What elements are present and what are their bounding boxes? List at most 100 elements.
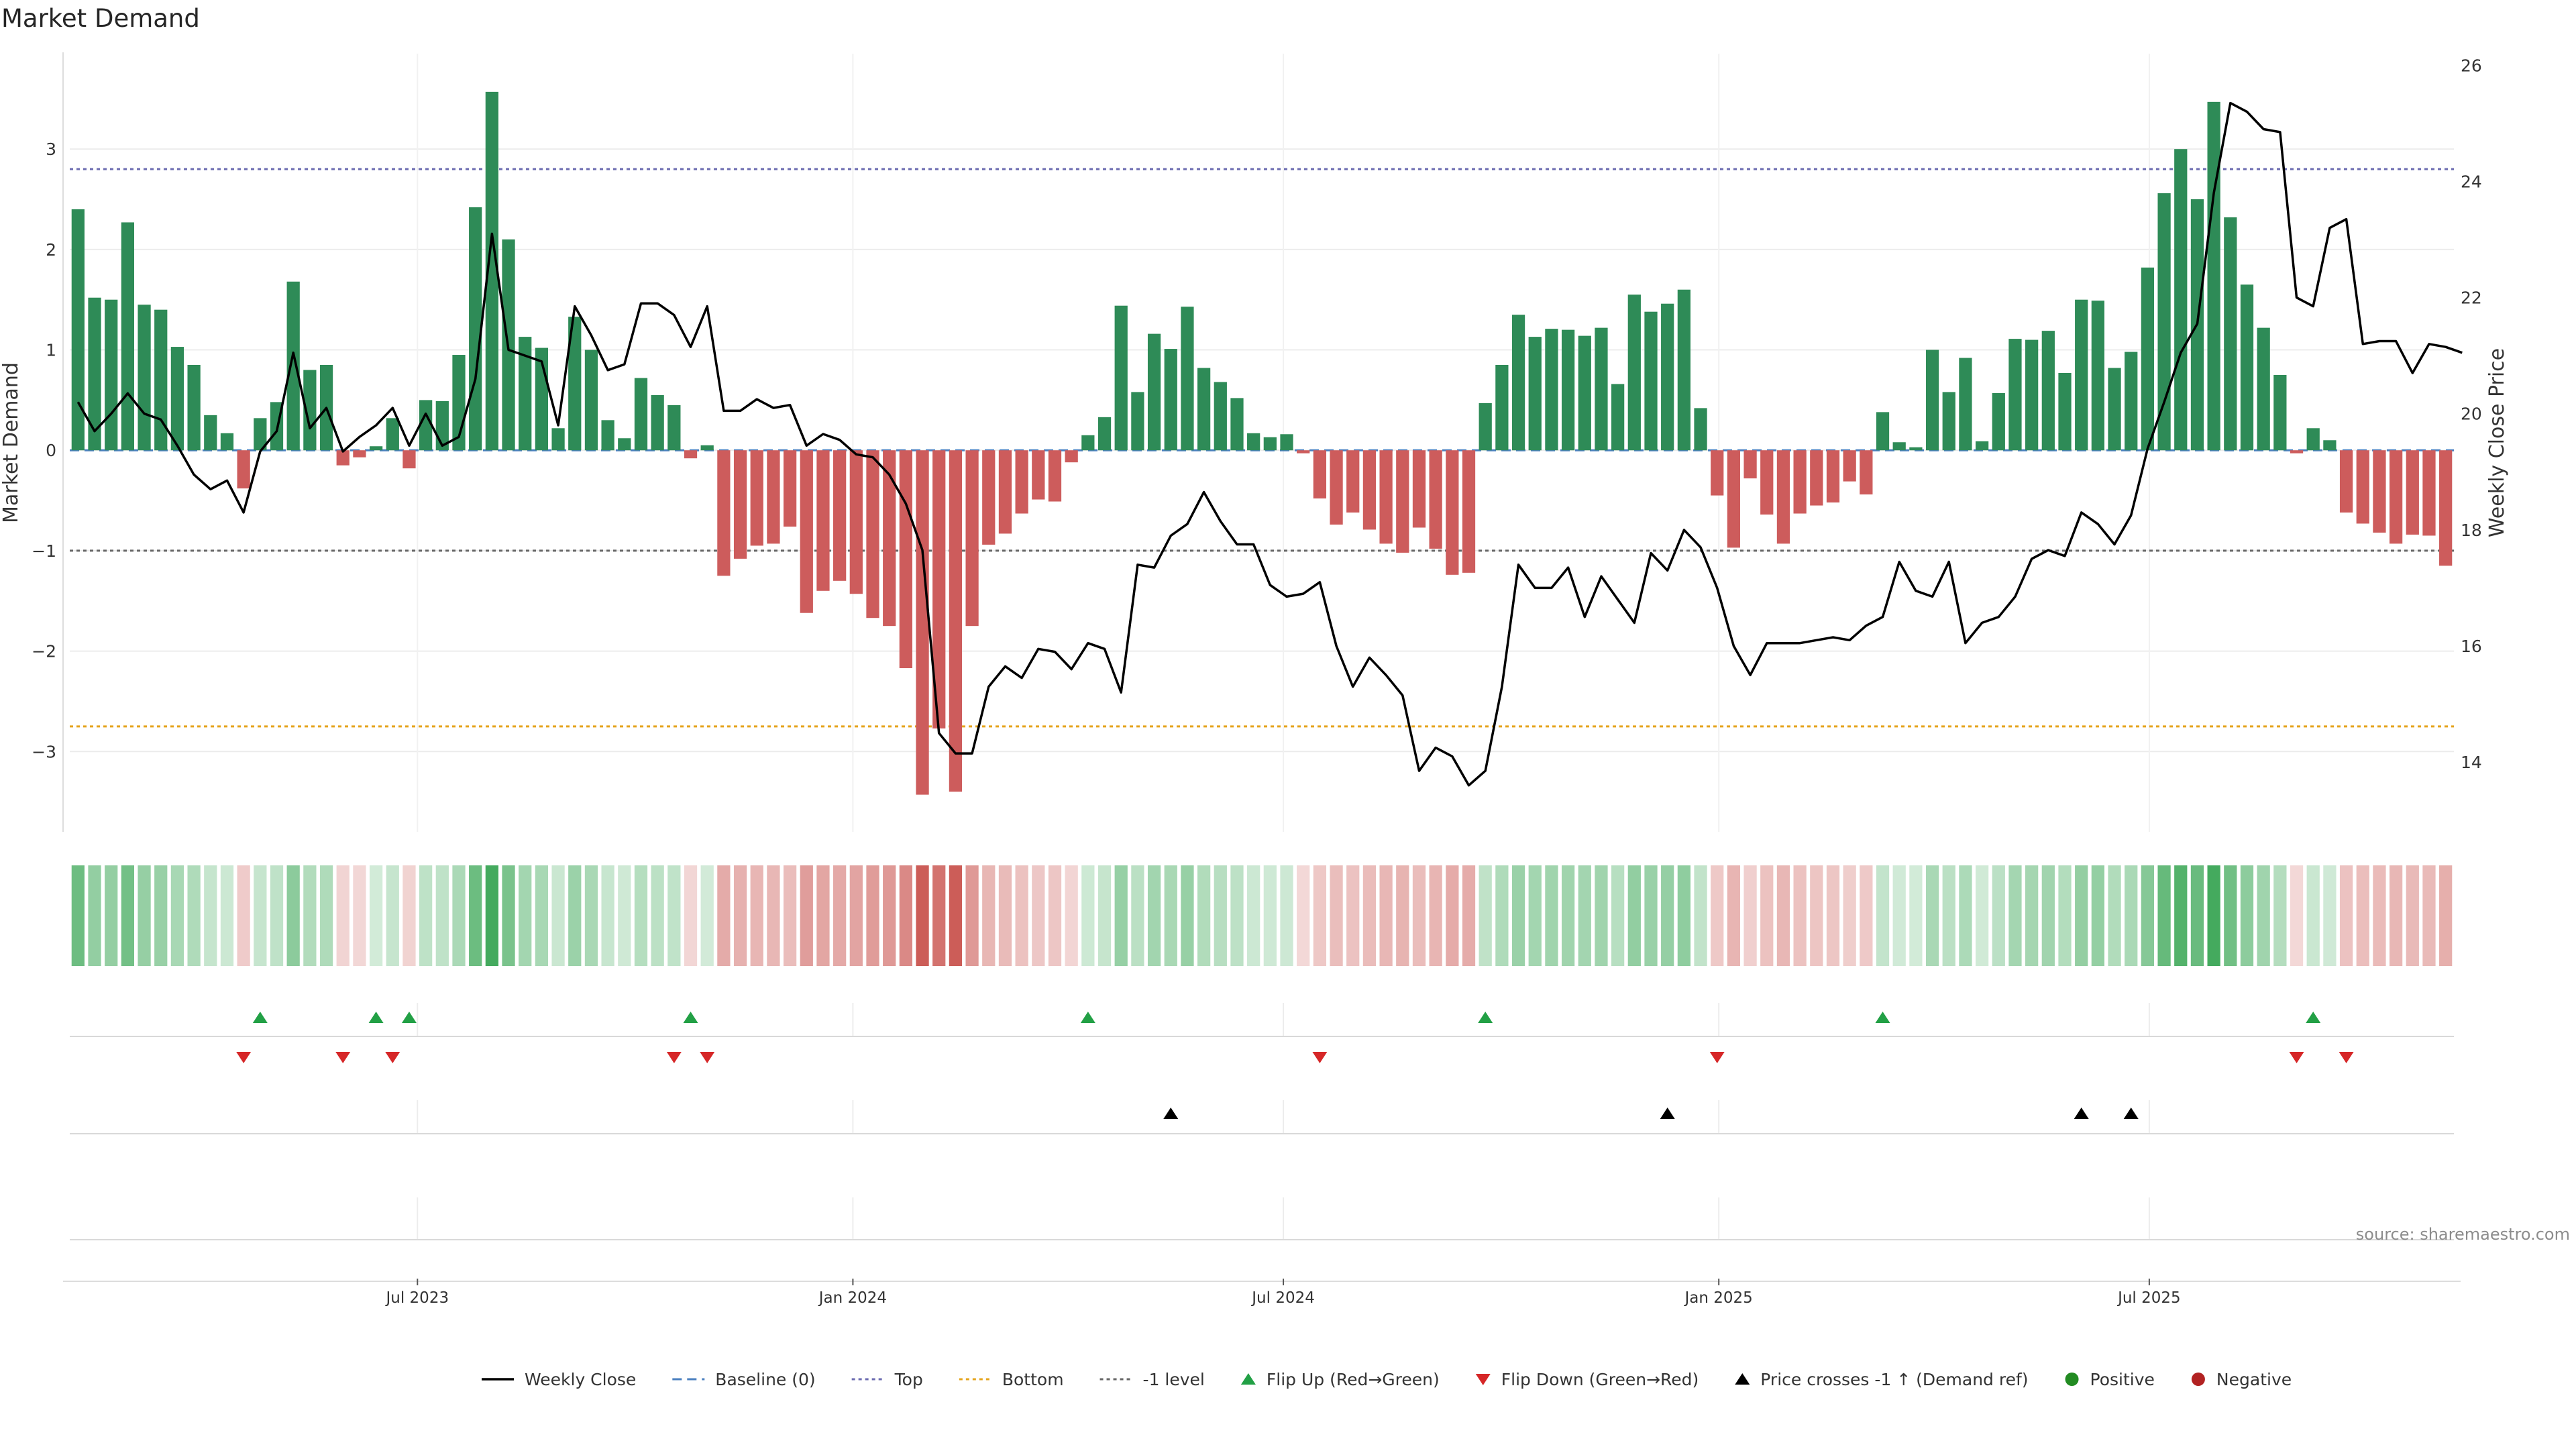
strip-cell (833, 865, 847, 966)
strip-cell (105, 865, 118, 966)
x-tick-label: Jan 2024 (818, 1289, 887, 1307)
demand-bar (286, 281, 300, 451)
demand-bar (2356, 450, 2369, 524)
demand-bar (584, 350, 598, 451)
strip-cell (568, 865, 582, 966)
strip-cell (965, 865, 979, 966)
strip-cell (2041, 865, 2055, 966)
strip-cell (584, 865, 598, 966)
y-tick-label: −2 (32, 642, 56, 661)
strip-cell (2190, 865, 2204, 966)
strip-cell (1760, 865, 1774, 966)
demand-bar (469, 207, 482, 451)
strip-cell (1942, 865, 1955, 966)
demand-bar (237, 450, 250, 489)
strip-cell (767, 865, 780, 966)
demand-bar (2439, 450, 2453, 566)
legend-label: Negative (2216, 1370, 2292, 1389)
flip-down-marker (335, 1052, 351, 1063)
strip-cell (1892, 865, 1906, 966)
demand-bar (353, 450, 366, 458)
y2-tick-label: 24 (2461, 172, 2482, 191)
strip-cell (733, 865, 747, 966)
strip-cell (1545, 865, 1558, 966)
strip-cell (435, 865, 449, 966)
demand-bar (254, 418, 267, 451)
price-cross-marker (1163, 1108, 1179, 1119)
demand-bar (369, 446, 383, 451)
legend-label: Flip Down (Green→Red) (1501, 1370, 1699, 1389)
strip-cell (1727, 865, 1741, 966)
strip-cell (1346, 865, 1360, 966)
axes: 3 2 1 0 −1 −2 −3 26 24 22 20 18 16 14 (32, 52, 2482, 832)
demand-bar (2240, 284, 2254, 451)
strip-cell (138, 865, 151, 966)
demand-bar (1379, 450, 1393, 544)
strip-cell (336, 865, 350, 966)
legend-label: Baseline (0) (715, 1370, 815, 1389)
strip-cell (2125, 865, 2138, 966)
legend-label: -1 level (1143, 1370, 1205, 1389)
strip-cell (170, 865, 184, 966)
demand-bar (2422, 450, 2436, 536)
strip-cell (2207, 865, 2220, 966)
demand-bar (1959, 358, 1972, 451)
strip-cell (485, 865, 498, 966)
demand-bar (2273, 374, 2287, 451)
demand-bar (1677, 289, 1690, 451)
demand-bar (402, 450, 416, 469)
demand-bar (916, 450, 929, 795)
flip-up-marker (1478, 1012, 1493, 1023)
strip-cell (1280, 865, 1293, 966)
strip-cell (1677, 865, 1690, 966)
strip-cell (1578, 865, 1591, 966)
x-tick-label: Jan 2025 (1684, 1289, 1753, 1307)
legend-item-weekly-close: Weekly Close (482, 1370, 636, 1389)
demand-bar (2091, 301, 2104, 451)
legend-swatch-dot (2065, 1373, 2079, 1386)
demand-bar (386, 418, 399, 451)
demand-bar (1711, 450, 1724, 496)
strip-cell (319, 865, 333, 966)
strip-cell (1975, 865, 1989, 966)
demand-bar (1627, 294, 1641, 451)
demand-bar (1214, 382, 1227, 451)
y-tick-label: 2 (46, 240, 56, 260)
strip-cell (535, 865, 549, 966)
demand-bar (965, 450, 979, 627)
demand-bar (1479, 402, 1492, 451)
demand-bar (949, 450, 963, 792)
demand-bar (2406, 450, 2419, 535)
legend-item-positive: Positive (2065, 1370, 2155, 1389)
flip-down-marker (2339, 1052, 2354, 1063)
demand-bar (651, 394, 664, 451)
demand-bar (1181, 307, 1194, 451)
legend-label: Positive (2090, 1370, 2155, 1389)
demand-bar (849, 450, 863, 594)
demand-bar (303, 370, 317, 451)
strip-cell (2406, 865, 2419, 966)
demand-bar (800, 450, 813, 613)
demand-bar (2339, 450, 2353, 513)
demand-bar (2323, 440, 2337, 451)
x-tick-label: Jul 2025 (2116, 1289, 2181, 1307)
demand-bar (1727, 450, 1741, 548)
demand-bar (1644, 311, 1658, 451)
strip-cell (1860, 865, 1873, 966)
demand-bar (1247, 433, 1260, 451)
price-cross-marker (2074, 1108, 2089, 1119)
flip-down-marker (236, 1052, 252, 1063)
strip-cell (2058, 865, 2072, 966)
strip-cell (2290, 865, 2304, 966)
flip-up-marker (401, 1012, 417, 1023)
strip-cell (1330, 865, 1343, 966)
price-cross-marker (1660, 1108, 1675, 1119)
strip-cell (237, 865, 250, 966)
legend-swatch-triangle (1475, 1374, 1491, 1385)
demand-bar (1429, 450, 1442, 549)
strip-cell (1992, 865, 2005, 966)
strip-cell (1843, 865, 1856, 966)
strip-cell (1147, 865, 1161, 966)
strip-cell (899, 865, 912, 966)
flip-down-marker (666, 1052, 682, 1063)
